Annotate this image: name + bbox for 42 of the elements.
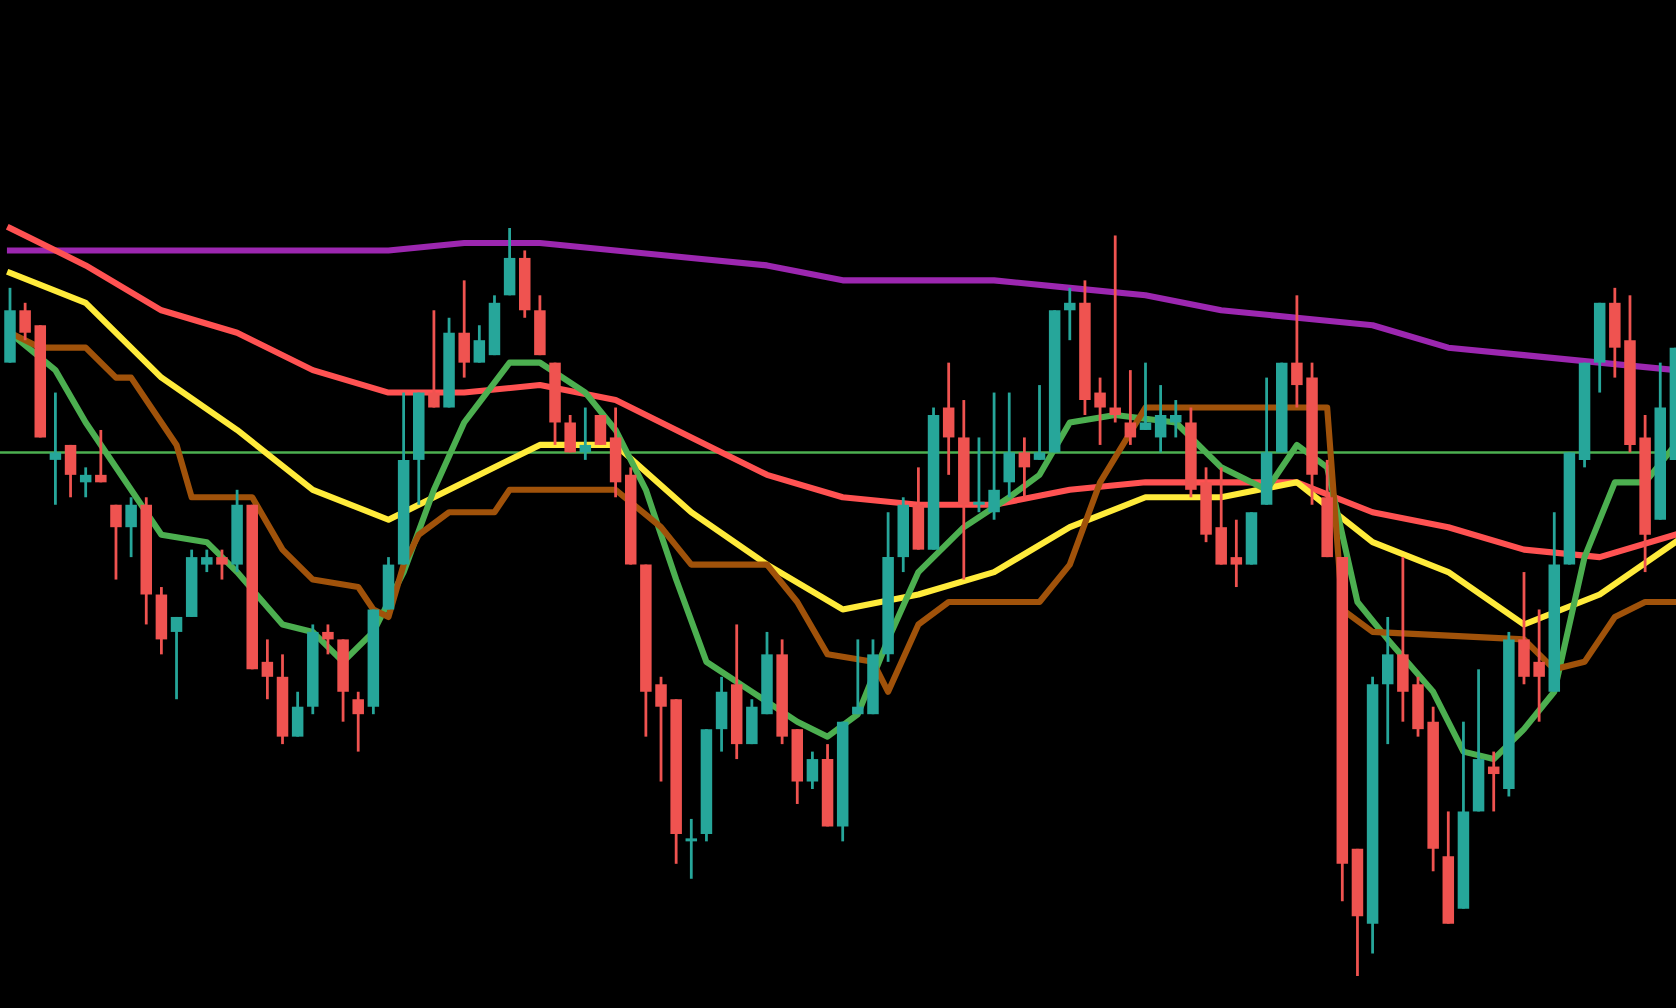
- candlestick: [125, 495, 137, 559]
- candlestick: [49, 391, 62, 507]
- candlestick: [382, 555, 395, 611]
- candlestick: [609, 406, 622, 499]
- candlestick: [715, 675, 728, 753]
- candlestick: [1124, 368, 1137, 447]
- candlestick: [534, 293, 546, 357]
- candlestick: [1003, 391, 1015, 499]
- candlestick: [942, 361, 955, 477]
- candlestick: [64, 443, 77, 499]
- candlestick: [110, 503, 122, 581]
- candlestick: [806, 750, 819, 791]
- candlestick: [1109, 234, 1121, 424]
- candlestick: [322, 623, 334, 656]
- candlestick: [352, 690, 364, 753]
- candlestick: [473, 323, 486, 365]
- candlestick: [1018, 436, 1031, 499]
- candlestick: [291, 690, 304, 739]
- candlestick: [155, 585, 168, 656]
- candlestick: [201, 548, 213, 574]
- candlestick: [95, 428, 107, 484]
- candlestick: [79, 465, 92, 499]
- candlestick: [564, 413, 576, 454]
- candlestick: [1033, 383, 1046, 462]
- candlestick: [170, 615, 183, 701]
- candlestick: [685, 817, 698, 881]
- candlestick: [19, 301, 31, 342]
- candlestick: [579, 406, 592, 462]
- candlestick: [1064, 286, 1076, 342]
- candlestick: [261, 638, 274, 701]
- candlestick: [594, 413, 607, 447]
- candlestick: [216, 548, 228, 581]
- candlestick: [503, 226, 516, 297]
- candlestick: [458, 278, 470, 379]
- candlestick: [1487, 750, 1500, 813]
- candlestick: [1139, 361, 1152, 432]
- candlestick: [912, 465, 925, 552]
- candlestick: [1170, 398, 1182, 439]
- candlestick: [1381, 615, 1394, 746]
- candlestick: [1154, 383, 1167, 454]
- candlestick: [428, 308, 440, 409]
- candlestick: [1230, 518, 1243, 589]
